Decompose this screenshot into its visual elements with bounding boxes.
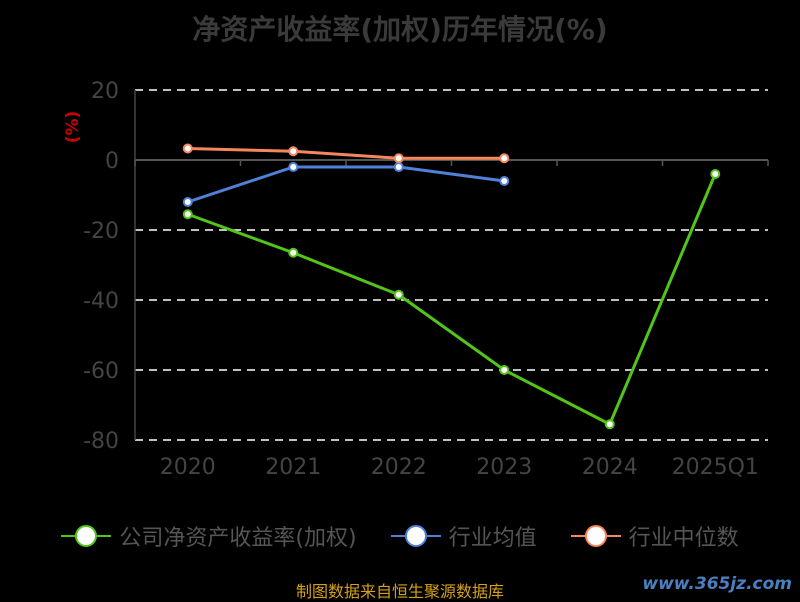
data-point	[288, 247, 299, 258]
legend-marker	[61, 525, 112, 547]
x-tick-label: 2022	[371, 455, 427, 480]
y-tick-label: -60	[83, 359, 119, 384]
data-point	[182, 143, 193, 154]
data-point	[393, 162, 404, 172]
legend-marker	[390, 525, 441, 547]
legend-label: 行业中位数	[628, 526, 739, 551]
series-line-0	[187, 173, 717, 426]
chart-title: 净资产收益率(加权)历年情况(%)	[192, 13, 608, 46]
legend-item[interactable]: 行业均值	[390, 520, 537, 552]
legend-label: 公司净资产收益率(加权)	[119, 526, 357, 551]
y-tick-label: 0	[105, 149, 119, 174]
legend-item[interactable]: 公司净资产收益率(加权)	[61, 520, 357, 552]
data-point	[182, 209, 193, 220]
y-tick-label: -80	[83, 429, 119, 454]
legend: 公司净资产收益率(加权) 行业均值 行业中位数	[0, 520, 800, 552]
data-point	[604, 419, 615, 430]
series-line-1	[187, 165, 505, 204]
x-tick-label: 2021	[265, 455, 321, 480]
data-point	[499, 153, 510, 164]
data-source-note: 制图数据来自恒生聚源数据库	[295, 582, 504, 601]
x-tick-label: 2025Q1	[672, 455, 759, 480]
data-point	[393, 153, 404, 164]
data-point	[710, 169, 721, 179]
data-point	[499, 365, 510, 375]
series-lines	[182, 143, 721, 430]
y-tick-label: -40	[83, 289, 119, 314]
y-tick-label: 20	[91, 79, 119, 104]
axes	[134, 90, 769, 440]
legend-marker	[570, 525, 621, 547]
data-point	[288, 162, 299, 172]
data-point	[499, 176, 510, 186]
x-tick-label: 2024	[582, 455, 638, 480]
x-tick-label: 2020	[160, 455, 216, 480]
watermark: www.365jz.com	[642, 574, 792, 594]
tick-labels: 20 0 -20 -40 -60 -80 (%) 2020 2021 2022 2023 2024 20…	[63, 79, 759, 480]
x-tick-label: 2023	[476, 455, 532, 480]
data-point	[393, 289, 404, 300]
grid-lines	[135, 89, 768, 441]
y-tick-label: -20	[83, 219, 119, 244]
legend-label: 行业均值	[448, 526, 537, 551]
y-axis-label: (%)	[63, 111, 83, 144]
legend-item[interactable]: 行业中位数	[570, 520, 739, 552]
data-point	[288, 146, 299, 157]
series-line-2	[187, 146, 505, 160]
data-point	[182, 197, 193, 207]
